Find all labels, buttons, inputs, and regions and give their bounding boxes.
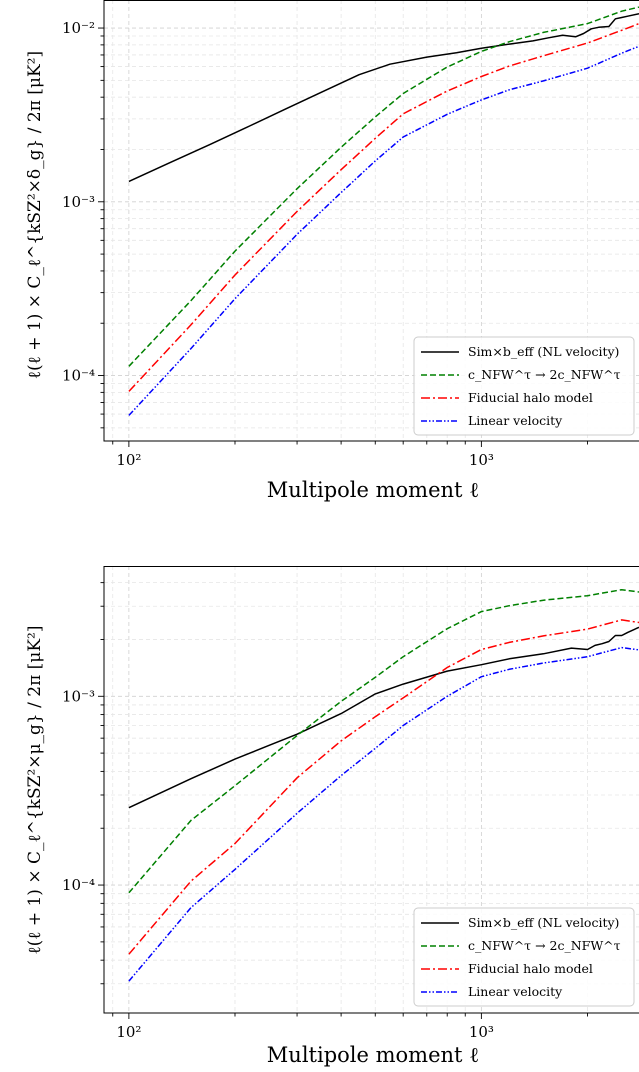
bottom-legend: Sim×b_eff (NL velocity) c_NFW^τ → 2c_NFW… [413,907,635,1007]
series-line [128,619,639,955]
bottom-series-group [128,588,639,982]
top-panel: 10² 10³ 10⁻⁴ 10⁻³ 10⁻² Multipole moment … [25,0,639,502]
axes-frame [103,0,639,442]
top-axes-frame [103,0,639,442]
y-tick-label: 10⁻⁴ [62,367,95,385]
x-tick-label: 10³ [469,451,494,469]
legend-label: Sim×b_eff (NL velocity) [468,915,619,930]
top-series-group [128,6,639,416]
bottom-x-axis-label: Multipole moment ℓ [267,1043,479,1067]
legend-label: c_NFW^τ → 2c_NFW^τ [468,367,621,382]
y-tick-label: 10⁻⁴ [62,876,95,894]
legend-label: Fiducial halo model [468,961,593,976]
top-legend-box [413,336,635,436]
legend-label: Linear velocity [468,984,563,999]
top-legend: Sim×b_eff (NL velocity) c_NFW^τ → 2c_NFW… [413,336,635,436]
y-tick-label: 10⁻³ [62,193,95,211]
bottom-y-axis-label: ℓ(ℓ + 1) × C_ℓ^{kSZ²×μ_g} / 2π [μK²] [25,625,45,954]
series-line [128,6,639,367]
series-line [128,22,639,392]
bottom-legend-box [413,907,635,1007]
legend-label: Linear velocity [468,413,563,428]
series-line [128,12,639,183]
series-line [128,646,639,982]
top-y-axis-label: ℓ(ℓ + 1) × C_ℓ^{kSZ²×δ_g} / 2π [μK²] [25,51,45,379]
x-tick-label: 10² [116,1023,141,1041]
top-legend-entries [421,351,459,422]
x-tick-label: 10³ [469,1023,494,1041]
series-line [128,588,639,894]
legend-label: Sim×b_eff (NL velocity) [468,344,619,359]
y-tick-label: 10⁻² [62,19,95,37]
bottom-axes-frame [103,566,639,1014]
top-ticks [98,27,588,447]
top-x-axis-label: Multipole moment ℓ [267,478,479,502]
x-tick-label: 10² [116,451,141,469]
legend-label: c_NFW^τ → 2c_NFW^τ [468,938,621,953]
bottom-panel: 10² 10³ 10⁻⁴ 10⁻³ Multipole moment ℓ ℓ(ℓ… [25,566,639,1067]
y-tick-label: 10⁻³ [62,687,95,705]
legend-label: Fiducial halo model [468,390,593,405]
series-line [128,626,639,809]
axes-frame [103,566,639,1014]
bottom-ticks [98,582,588,1019]
bottom-legend-entries [421,922,459,993]
top-grid [104,0,639,441]
